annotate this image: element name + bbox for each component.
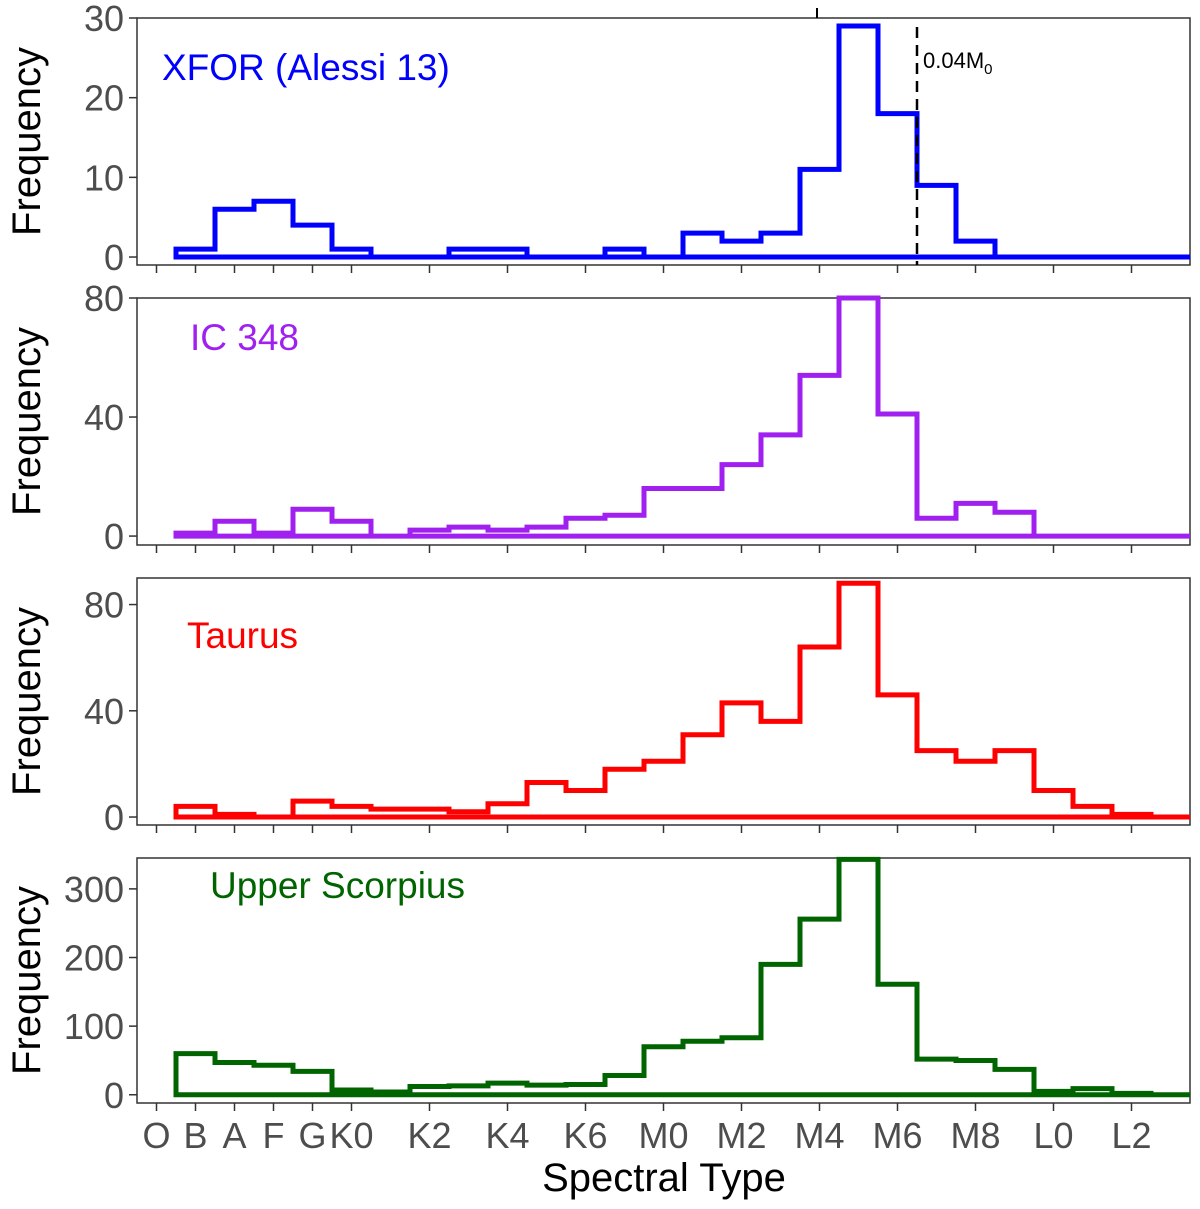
panel-label: IC 348 xyxy=(190,317,299,358)
panel-label: Upper Scorpius xyxy=(210,865,465,906)
x-tick-label: K2 xyxy=(407,1115,451,1156)
y-tick-label: 0 xyxy=(104,797,124,838)
x-tick-label: K6 xyxy=(563,1115,607,1156)
x-tick-label: M0 xyxy=(638,1115,688,1156)
y-axis-title: Frequency xyxy=(5,47,49,236)
x-tick-label: O xyxy=(142,1115,170,1156)
panel-frame xyxy=(136,577,1191,826)
mass-limit-annotation-subscript: 0 xyxy=(984,61,992,78)
y-tick-label: 300 xyxy=(64,869,124,910)
y-tick-label: 80 xyxy=(84,278,124,319)
y-tick-label: 0 xyxy=(104,237,124,278)
x-tick-label: M2 xyxy=(716,1115,766,1156)
x-axis-title: Spectral Type xyxy=(542,1156,786,1200)
x-tick-label: L2 xyxy=(1111,1115,1151,1156)
panel-frame xyxy=(136,297,1191,546)
panel-4: 0 100 200 300 Frequency Upper Scorpius xyxy=(5,856,1191,1116)
x-tick-label: M8 xyxy=(950,1115,1000,1156)
x-tick-label: F xyxy=(263,1115,285,1156)
histogram-outline xyxy=(173,856,1190,1098)
y-tick-label: 200 xyxy=(64,938,124,979)
y-tick-label: 20 xyxy=(84,78,124,119)
histogram-outline xyxy=(173,295,1190,539)
panel-2: 0 40 80 Frequency IC 348 xyxy=(5,278,1191,557)
y-axis-title: Frequency xyxy=(5,607,49,796)
panel-label: XFOR (Alessi 13) xyxy=(162,47,450,88)
histogram-outline xyxy=(173,23,1190,260)
x-tick-label: G xyxy=(298,1115,326,1156)
x-tick-label: B xyxy=(183,1115,207,1156)
x-tick-label: K0 xyxy=(329,1115,373,1156)
x-tick-label: L0 xyxy=(1033,1115,1073,1156)
y-tick-label: 40 xyxy=(84,691,124,732)
panel-label: Taurus xyxy=(187,615,298,656)
histogram-outline xyxy=(173,580,1190,820)
x-tick-label: A xyxy=(222,1115,246,1156)
y-axis-title: Frequency xyxy=(5,886,49,1075)
x-tick-label: M6 xyxy=(872,1115,922,1156)
y-tick-label: 40 xyxy=(84,397,124,438)
y-tick-label: 0 xyxy=(104,1075,124,1116)
x-tick-label: M4 xyxy=(794,1115,844,1156)
panel-3: 0 40 80 Frequency Taurus xyxy=(5,577,1191,838)
x-tick-label: K4 xyxy=(485,1115,529,1156)
y-tick-label: 0 xyxy=(104,516,124,557)
y-tick-label: 80 xyxy=(84,585,124,626)
y-tick-label: 30 xyxy=(84,0,124,39)
y-tick-label: 100 xyxy=(64,1006,124,1047)
y-axis-title: Frequency xyxy=(5,327,49,516)
y-tick-label: 10 xyxy=(84,157,124,198)
